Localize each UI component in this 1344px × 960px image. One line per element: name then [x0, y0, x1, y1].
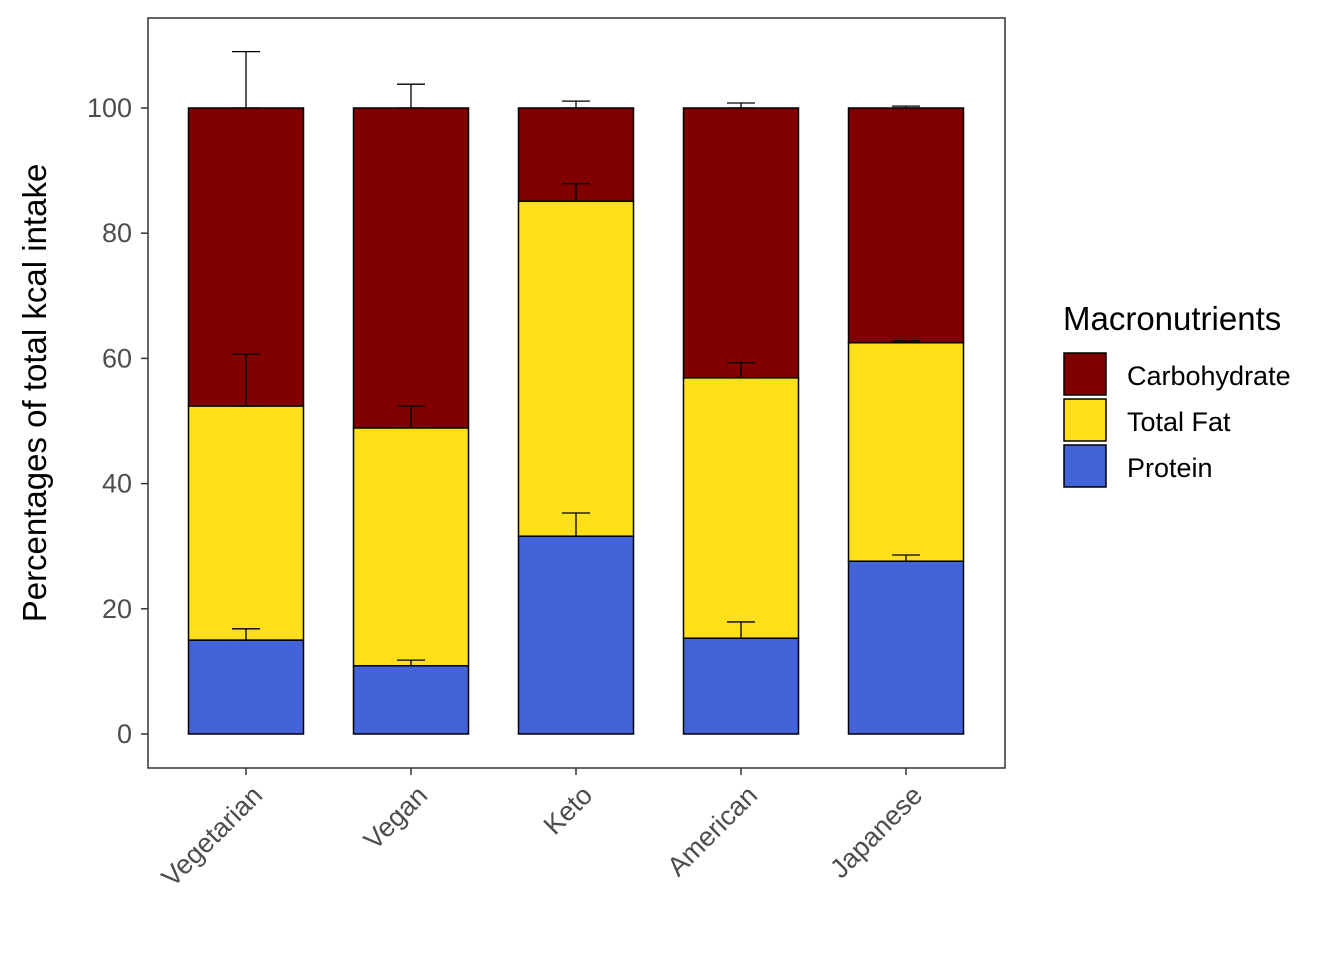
- x-axis: Vegetarian Vegan Keto American Japanese: [156, 768, 928, 893]
- bar-protein-american: [682, 637, 800, 735]
- error-bar-protein-vegan: [397, 659, 425, 667]
- bar-protein-japanese: [847, 560, 965, 735]
- legend-item-protein: Protein: [1063, 444, 1213, 488]
- x-tick-label: Vegan: [358, 780, 433, 855]
- error-bar-carbohydrate-vegan: [397, 83, 425, 109]
- bar-total-fat-keto: [517, 200, 635, 537]
- y-tick-label: 100: [87, 93, 132, 123]
- bar-carbohydrate-japanese: [847, 107, 965, 344]
- legend-swatch: [1063, 398, 1107, 442]
- y-tick-label: 40: [102, 469, 132, 499]
- error-bar-total-fat-japanese: [892, 340, 920, 344]
- legend-label: Carbohydrate: [1127, 361, 1291, 391]
- error-bar-total-fat-keto: [562, 183, 590, 202]
- error-bar-carbohydrate-american: [727, 102, 755, 109]
- bar-total-fat-vegan: [352, 427, 470, 667]
- error-bar-protein-american: [727, 621, 755, 639]
- legend-swatch: [1063, 352, 1107, 396]
- error-bar-protein-japanese: [892, 554, 920, 562]
- legend-item-total-fat: Total Fat: [1063, 398, 1231, 442]
- error-bar-protein-vegetarian: [232, 628, 260, 641]
- error-bar-total-fat-vegetarian: [232, 353, 260, 407]
- error-bar-carbohydrate-keto: [562, 100, 590, 109]
- x-tick-label: Japanese: [824, 780, 928, 884]
- legend-label: Total Fat: [1127, 407, 1231, 437]
- y-tick-label: 20: [102, 594, 132, 624]
- legend: Macronutrients Carbohydrate Total Fat Prot…: [1063, 300, 1291, 488]
- y-axis-title: Percentages of total kcal intake: [16, 164, 53, 623]
- y-tick-label: 0: [117, 719, 132, 749]
- bar-protein-vegetarian: [187, 639, 305, 735]
- error-bar-carbohydrate-vegetarian: [232, 51, 260, 109]
- error-bar-carbohydrate-japanese: [892, 105, 920, 109]
- x-tick-label: American: [661, 780, 763, 882]
- bar-protein-keto: [517, 535, 635, 735]
- y-tick-label: 80: [102, 218, 132, 248]
- error-bar-total-fat-american: [727, 362, 755, 379]
- bars-layer: [187, 51, 965, 735]
- legend-title: Macronutrients: [1063, 300, 1281, 337]
- y-tick-label: 60: [102, 343, 132, 373]
- x-tick-label: Keto: [538, 780, 598, 840]
- error-bar-protein-keto: [562, 512, 590, 537]
- bar-total-fat-american: [682, 377, 800, 639]
- legend-label: Protein: [1127, 453, 1213, 483]
- legend-item-carbohydrate: Carbohydrate: [1063, 352, 1291, 396]
- bar-protein-vegan: [352, 665, 470, 735]
- bar-total-fat-vegetarian: [187, 405, 305, 641]
- x-tick-label: Vegetarian: [156, 780, 269, 893]
- legend-swatch: [1063, 444, 1107, 488]
- error-bar-total-fat-vegan: [397, 405, 425, 429]
- bar-carbohydrate-american: [682, 107, 800, 379]
- bar-total-fat-japanese: [847, 342, 965, 562]
- bar-carbohydrate-vegan: [352, 107, 470, 429]
- y-axis: 0 20 40 60 80 100: [87, 93, 148, 749]
